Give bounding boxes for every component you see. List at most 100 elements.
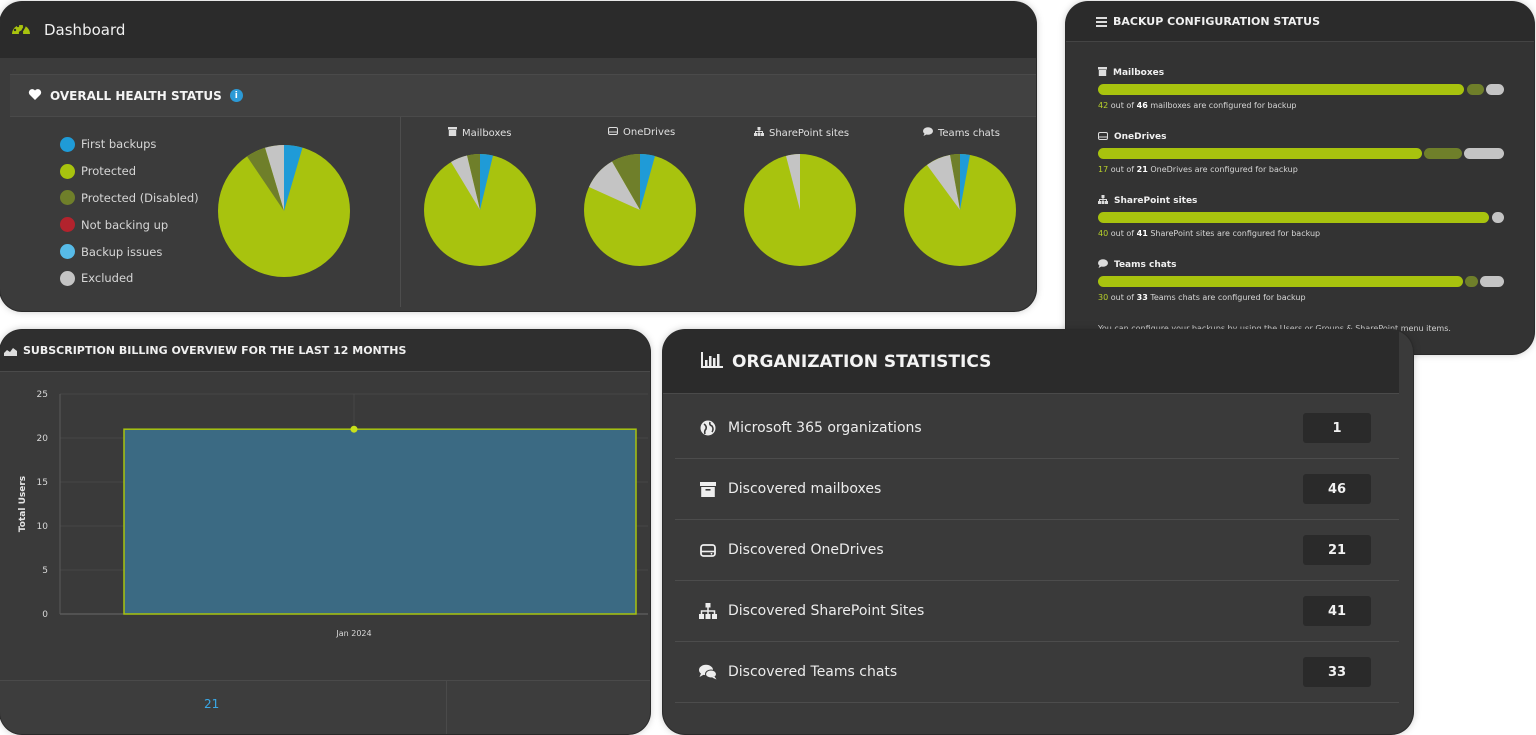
list-icon bbox=[1096, 12, 1107, 31]
stat-label: Discovered OneDrives bbox=[728, 542, 884, 558]
dashboard-header: Dashboard bbox=[0, 2, 1036, 58]
bar-chart-icon bbox=[701, 351, 723, 372]
total-count: 33 bbox=[1136, 293, 1148, 302]
legend-item: Excluded bbox=[60, 265, 199, 292]
legend-item: Not backing up bbox=[60, 211, 199, 238]
note-suffix: mailboxes are configured for backup bbox=[1150, 101, 1297, 110]
bar-disabled bbox=[1465, 276, 1478, 287]
bar-excluded bbox=[1464, 148, 1504, 159]
pie-slice-protected-disabled[interactable] bbox=[467, 153, 480, 210]
y-tick-label: 25 bbox=[37, 390, 48, 400]
teams-pie[interactable] bbox=[903, 153, 1017, 267]
backup-section-onedrives: OneDrives 17 out of 21 OneDrives are con… bbox=[1098, 130, 1508, 174]
y-axis-label: Total Users bbox=[18, 476, 28, 532]
bar-excluded bbox=[1492, 212, 1504, 223]
stat-row-mailboxes[interactable]: Discovered mailboxes 46 bbox=[675, 459, 1399, 520]
pie-slice-protected-disabled[interactable] bbox=[950, 154, 960, 210]
pie-slice-excluded[interactable] bbox=[265, 145, 284, 211]
org-stats-title: ORGANIZATION STATISTICS bbox=[732, 351, 992, 372]
note-suffix: OneDrives are configured for backup bbox=[1150, 165, 1298, 174]
backup-section-sharepoint: SharePoint sites 40 out of 41 SharePoint… bbox=[1098, 194, 1508, 238]
total-count: 41 bbox=[1136, 229, 1148, 238]
legend-label: First backups bbox=[81, 137, 157, 152]
y-tick-label: 20 bbox=[37, 434, 49, 444]
stat-row-onedrives[interactable]: Discovered OneDrives 21 bbox=[675, 520, 1399, 581]
bar-excluded bbox=[1480, 276, 1504, 287]
legend-label: Not backing up bbox=[81, 217, 169, 232]
legend-label: Backup issues bbox=[81, 244, 163, 259]
area-chart-icon bbox=[4, 341, 17, 360]
info-icon[interactable]: i bbox=[229, 89, 243, 102]
billing-title: SUBSCRIPTION BILLING OVERVIEW FOR THE LA… bbox=[23, 344, 407, 357]
health-status-section: OVERALL HEALTH STATUS i First backups Pr… bbox=[10, 74, 1036, 307]
total-users-value: 21 bbox=[204, 697, 220, 711]
y-tick-label: 15 bbox=[37, 478, 48, 488]
note-suffix: SharePoint sites are configured for back… bbox=[1150, 229, 1321, 238]
gauge-icon bbox=[10, 19, 32, 41]
billing-header: SUBSCRIPTION BILLING OVERVIEW FOR THE LA… bbox=[0, 330, 650, 372]
overall-health-pie[interactable] bbox=[216, 143, 352, 279]
section-name-label: Teams chats bbox=[1114, 260, 1177, 270]
legend-swatch bbox=[60, 190, 75, 206]
billing-chart[interactable]: 0 5 10 15 20 25 Total Users Jan 2024 bbox=[0, 374, 650, 674]
section-name: Mailboxes bbox=[1098, 66, 1508, 80]
archive-icon bbox=[1098, 67, 1107, 79]
legend-swatch bbox=[60, 163, 75, 179]
pie-slice-protected-disabled[interactable] bbox=[247, 147, 284, 211]
bar-excluded bbox=[1486, 84, 1504, 95]
drive-icon bbox=[608, 127, 618, 138]
health-status-header: OVERALL HEALTH STATUS i bbox=[10, 75, 1036, 117]
billing-footer: 21 bbox=[0, 680, 650, 734]
legend-item: Protected (Disabled) bbox=[60, 185, 199, 212]
sharepoint-pie[interactable] bbox=[743, 153, 857, 267]
mailboxes-pie[interactable] bbox=[423, 153, 537, 267]
backup-config-title: BACKUP CONFIGURATION STATUS bbox=[1113, 15, 1321, 28]
onedrives-pie[interactable] bbox=[583, 153, 697, 267]
section-name-label: SharePoint sites bbox=[1114, 196, 1198, 206]
configured-count: 17 bbox=[1098, 165, 1109, 174]
pie-slice-excluded[interactable] bbox=[451, 155, 480, 211]
dashboard-panel: Dashboard OVERALL HEALTH STATUS i First … bbox=[0, 2, 1036, 311]
organization-statistics-panel: ORGANIZATION STATISTICS Microsoft 365 or… bbox=[663, 330, 1413, 734]
stat-value: 46 bbox=[1303, 474, 1371, 504]
out-of-text: out of bbox=[1110, 293, 1135, 302]
heart-icon bbox=[28, 86, 42, 105]
health-status-title: OVERALL HEALTH STATUS bbox=[50, 88, 222, 103]
section-name: OneDrives bbox=[1098, 130, 1508, 144]
stat-row-sharepoint[interactable]: Discovered SharePoint Sites 41 bbox=[675, 581, 1399, 642]
pie-slice-first-backups[interactable] bbox=[960, 154, 970, 210]
backup-configuration-panel: BACKUP CONFIGURATION STATUS Mailboxes 42… bbox=[1066, 2, 1534, 354]
drive-icon bbox=[699, 541, 717, 559]
sitemap-icon bbox=[1098, 195, 1108, 207]
legend-label: Excluded bbox=[81, 271, 134, 286]
stat-value: 21 bbox=[1303, 535, 1371, 565]
bar-disabled bbox=[1424, 148, 1462, 159]
configured-count: 30 bbox=[1098, 293, 1109, 302]
pie-slice-first-backups[interactable] bbox=[284, 144, 303, 211]
configured-count: 40 bbox=[1098, 229, 1109, 238]
stat-row-organizations[interactable]: Microsoft 365 organizations 1 bbox=[675, 398, 1399, 459]
backup-progress-bar bbox=[1098, 84, 1508, 95]
section-name: SharePoint sites bbox=[1098, 194, 1508, 208]
pie-slice-first-backups[interactable] bbox=[640, 153, 655, 210]
backup-progress-bar bbox=[1098, 276, 1508, 287]
note-suffix: Teams chats are configured for backup bbox=[1150, 293, 1306, 302]
stat-label: Discovered Teams chats bbox=[728, 664, 898, 680]
pie-slice-excluded[interactable] bbox=[927, 155, 960, 210]
chat-icon bbox=[923, 127, 933, 139]
org-stats-header: ORGANIZATION STATISTICS bbox=[663, 330, 1399, 394]
pie-slice-excluded[interactable] bbox=[589, 161, 640, 211]
page-title: Dashboard bbox=[44, 21, 126, 39]
stat-row-teams[interactable]: Discovered Teams chats 33 bbox=[675, 642, 1399, 703]
chat-icon bbox=[699, 663, 717, 681]
pie-label-onedrives: OneDrives bbox=[608, 127, 675, 138]
legend-item: Protected bbox=[60, 158, 199, 185]
section-note: 42 out of 46 mailboxes are configured fo… bbox=[1098, 101, 1508, 110]
pie-slice-excluded[interactable] bbox=[786, 154, 800, 210]
pie-label-sharepoint: SharePoint sites bbox=[754, 127, 849, 139]
out-of-text: out of bbox=[1110, 101, 1135, 110]
pie-slice-protected-disabled[interactable] bbox=[612, 154, 640, 210]
pie-slice-first-backups[interactable] bbox=[480, 153, 493, 210]
stat-label: Microsoft 365 organizations bbox=[728, 420, 922, 436]
stat-value: 1 bbox=[1303, 413, 1371, 443]
